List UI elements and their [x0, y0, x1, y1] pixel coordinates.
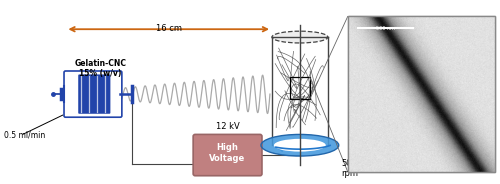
Ellipse shape — [261, 135, 339, 156]
Bar — [290, 77, 310, 99]
Text: 0.5 ml/min: 0.5 ml/min — [4, 130, 45, 139]
Ellipse shape — [274, 139, 326, 152]
FancyBboxPatch shape — [193, 135, 262, 176]
Text: Gelatin-CNC
15% (w/v): Gelatin-CNC 15% (w/v) — [74, 59, 126, 78]
Bar — [348, 16, 496, 172]
Text: 500
rpm: 500 rpm — [342, 159, 358, 178]
FancyBboxPatch shape — [64, 71, 122, 117]
Text: 12 kV: 12 kV — [216, 122, 240, 131]
Text: 16 cm: 16 cm — [156, 24, 182, 33]
Text: 500 nm: 500 nm — [376, 26, 394, 31]
Ellipse shape — [272, 31, 328, 43]
FancyBboxPatch shape — [78, 75, 110, 114]
Bar — [348, 16, 496, 172]
Text: High
Voltage: High Voltage — [210, 143, 246, 163]
